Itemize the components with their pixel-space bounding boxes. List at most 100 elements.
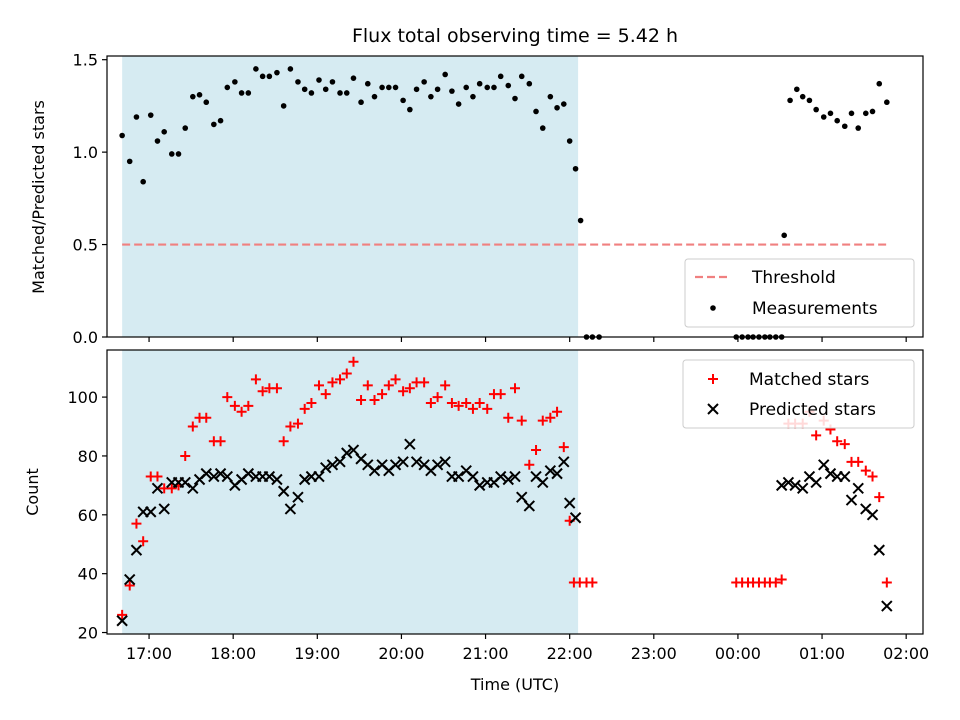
measurement-point xyxy=(841,123,848,130)
matched-stars-point xyxy=(299,403,310,414)
measurement-point xyxy=(274,69,280,76)
predicted-stars-point xyxy=(187,482,199,495)
measurement-point xyxy=(168,151,175,157)
measurement-point xyxy=(497,73,504,80)
matched-stars-point xyxy=(860,465,871,476)
predicted-stars-point xyxy=(271,473,283,486)
matched-stars-point xyxy=(124,580,135,591)
measurement-point xyxy=(577,217,584,224)
measurement-point xyxy=(253,66,259,72)
measurement-point xyxy=(463,84,470,91)
measurement-point xyxy=(413,86,420,93)
matched-stars-point xyxy=(271,383,282,394)
legend-matched-label: Matched stars xyxy=(749,370,869,390)
top-y-tick-label: 0.5 xyxy=(73,236,98,255)
measurement-point xyxy=(799,93,806,100)
matched-stars-point xyxy=(229,400,240,411)
predicted-stars-point xyxy=(494,470,507,483)
legend-predicted-label: Predicted stars xyxy=(749,400,876,420)
predicted-stars-point xyxy=(845,494,858,506)
measurement-point xyxy=(238,90,245,96)
measurement-point xyxy=(491,84,497,91)
measurement-point xyxy=(140,178,146,185)
measurement-point xyxy=(554,104,560,111)
measurement-point xyxy=(287,66,294,72)
x-tick-label: 00:00 xyxy=(715,644,761,663)
measurement-point xyxy=(301,86,308,93)
matched-stars-point xyxy=(853,456,864,467)
predicted-stars-point xyxy=(796,482,809,495)
measurement-point xyxy=(876,80,883,87)
matched-stars-point xyxy=(482,403,493,414)
matched-stars-point xyxy=(432,392,443,403)
predicted-stars-point xyxy=(467,470,479,483)
predicted-stars-point xyxy=(397,456,409,468)
measurement-point xyxy=(126,158,133,165)
measurement-point xyxy=(211,121,217,128)
top-axes-frame xyxy=(106,55,924,338)
ratio-panel: 0.0 0.5 1.0 1.5 Threshold Measurements xyxy=(73,51,924,347)
measurement-point xyxy=(421,79,427,85)
legend-predicted-swatch xyxy=(707,403,719,415)
matched-stars-point xyxy=(320,389,331,400)
measurement-point xyxy=(147,112,154,118)
predicted-stars-point xyxy=(326,459,339,471)
top-y-tick-label: 1.5 xyxy=(73,51,98,70)
matched-stars-point xyxy=(383,380,394,391)
predicted-stars-point xyxy=(810,476,822,489)
matched-stars-point xyxy=(537,415,548,426)
measurement-point xyxy=(539,125,546,131)
bottom-y-axis-label: Count xyxy=(23,468,42,516)
predicted-stars-point xyxy=(277,485,290,497)
count-panel: 20 40 60 80 100 17:00 18:00 19:00 20:00 21:00 22:0… xyxy=(67,349,929,663)
measurement-point xyxy=(862,110,869,117)
measurement-point xyxy=(203,99,210,106)
measurement-point xyxy=(449,88,455,94)
legend-threshold-label: Threshold xyxy=(751,268,836,288)
top-y-axis-label: Matched/Predicted stars xyxy=(29,100,48,294)
predicted-stars-point xyxy=(824,467,837,480)
matched-stars-point xyxy=(327,377,338,388)
measurement-point xyxy=(855,125,862,131)
x-tick-label: 23:00 xyxy=(631,644,677,663)
measurement-point xyxy=(813,106,819,113)
predicted-stars-point xyxy=(537,476,549,489)
matched-stars-point xyxy=(524,459,535,470)
measurement-point xyxy=(505,82,512,89)
predicted-stars-point xyxy=(284,503,297,515)
matched-stars-point xyxy=(839,439,850,450)
predicted-stars-point xyxy=(124,573,136,586)
bottom-y-tick-label: 20 xyxy=(78,624,98,643)
measurement-point xyxy=(820,114,827,120)
legend-measurements-swatch xyxy=(710,305,716,311)
measurement-point xyxy=(154,138,161,144)
matched-stars-point xyxy=(138,536,149,547)
legend-matched-swatch xyxy=(708,374,718,384)
predicted-stars-point xyxy=(145,506,157,518)
predicted-stars-point xyxy=(818,459,830,471)
x-tick-label: 17:00 xyxy=(126,644,172,663)
predicted-stars-point xyxy=(873,544,885,556)
matched-stars-point xyxy=(425,397,436,408)
predicted-stars-point xyxy=(116,615,128,627)
measurement-point xyxy=(526,80,533,87)
predicted-stars-point xyxy=(569,512,582,524)
measurement-point xyxy=(329,79,336,85)
predicted-stars-point xyxy=(866,509,879,521)
matched-stars-point xyxy=(467,403,478,414)
measurement-point xyxy=(322,86,329,93)
measurement-point xyxy=(442,71,448,78)
predicted-stars-point xyxy=(158,503,170,515)
matched-stars-point xyxy=(510,383,520,394)
bottom-y-tick-label: 40 xyxy=(78,565,98,584)
predicted-stars-point xyxy=(313,470,325,483)
predicted-stars-point xyxy=(509,470,521,483)
predicted-stars-point xyxy=(200,467,212,480)
measurement-point xyxy=(175,151,182,157)
matched-stars-point xyxy=(341,368,352,379)
measurement-point xyxy=(350,75,357,81)
x-tick-label: 02:00 xyxy=(883,644,929,663)
predicted-stars-point xyxy=(502,473,514,486)
matched-stars-point xyxy=(369,395,380,406)
matched-stars-point xyxy=(278,436,289,447)
